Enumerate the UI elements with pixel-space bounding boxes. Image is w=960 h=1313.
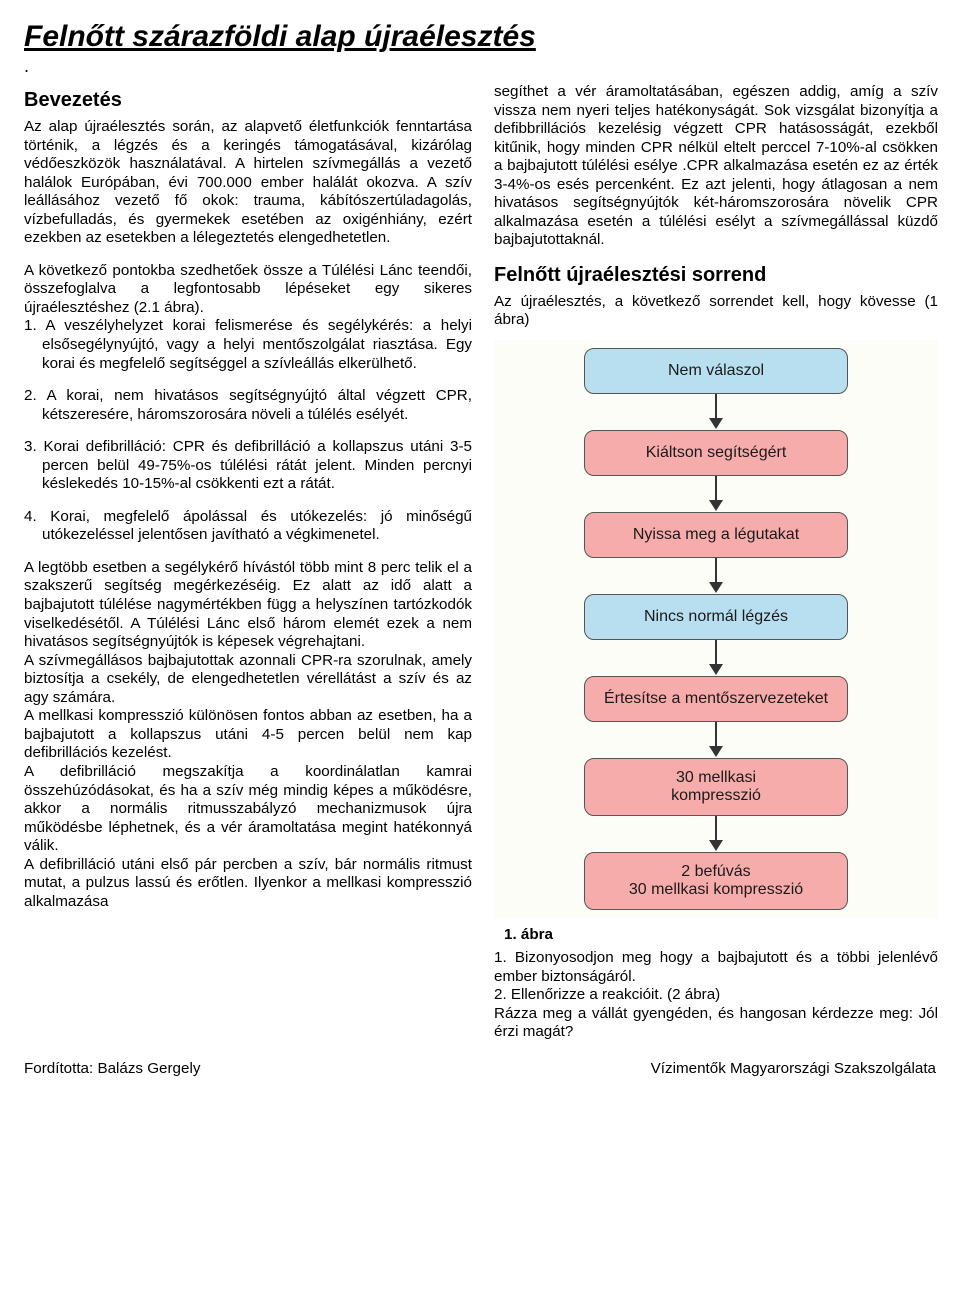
flow-node-n1: Nem válaszol	[584, 348, 848, 394]
left-column: Bevezetés Az alap újraélesztés során, az…	[24, 83, 472, 1042]
flow-arrow-icon	[709, 640, 723, 676]
flow-arrow-icon	[709, 722, 723, 758]
paragraph-6: A defibrilláció megszakítja a koordinála…	[24, 763, 472, 856]
right-paragraph-2: Az újraélesztés, a következő sorrendet k…	[494, 293, 938, 330]
list-item-2: 2. A korai, nem hivatásos segítségnyújtó…	[24, 387, 472, 424]
footer-left: Fordította: Balázs Gergely	[24, 1060, 200, 1077]
flow-node-n2: Kiáltson segítségért	[584, 430, 848, 476]
right-paragraph-4: 2. Ellenőrizze a reakcióit. (2 ábra)	[494, 986, 938, 1005]
flow-node-n4: Nincs normál légzés	[584, 594, 848, 640]
flow-node-n6: 30 mellkasi kompresszió	[584, 758, 848, 816]
two-column-layout: Bevezetés Az alap újraélesztés során, az…	[24, 83, 936, 1042]
stray-dot: .	[24, 56, 936, 77]
page-title: Felnőtt szárazföldi alap újraélesztés	[24, 20, 936, 54]
right-paragraph-1: segíthet a vér áramoltatásában, egészen …	[494, 83, 938, 250]
flowchart: Nem válaszol Kiáltson segítségért Nyissa m…	[494, 340, 938, 918]
flow-arrow-icon	[709, 394, 723, 430]
intro-paragraph-2: A következő pontokba szedhetőek össze a …	[24, 262, 472, 318]
intro-heading: Bevezetés	[24, 89, 472, 112]
flow-arrow-icon	[709, 558, 723, 594]
right-paragraph-3: 1. Bizonyosodjon meg hogy a bajbajutott …	[494, 949, 938, 986]
flow-node-n3: Nyissa meg a légutakat	[584, 512, 848, 558]
flow-arrow-icon	[709, 816, 723, 852]
right-heading: Felnőtt újraélesztési sorrend	[494, 264, 938, 287]
list-item-4: 4. Korai, megfelelő ápolással és utókeze…	[24, 508, 472, 545]
right-paragraph-5: Rázza meg a vállát gyengéden, és hangosa…	[494, 1005, 938, 1042]
footer-right: Vízimentők Magyarországi Szakszolgálata	[651, 1060, 936, 1077]
footer: Fordította: Balázs Gergely Vízimentők Ma…	[24, 1060, 936, 1077]
paragraph-4: A szívmegállásos bajbajutottak azonnali …	[24, 652, 472, 708]
right-column: segíthet a vér áramoltatásában, egészen …	[494, 83, 938, 1042]
paragraph-3: A legtöbb esetben a segélykérő hívástól …	[24, 559, 472, 652]
flow-node-n7: 2 befúvás 30 mellkasi kompresszió	[584, 852, 848, 910]
paragraph-7: A defibrilláció utáni első pár percben a…	[24, 856, 472, 912]
figure-caption: 1. ábra	[504, 926, 938, 943]
intro-paragraph-1: Az alap újraélesztés során, az alapvető …	[24, 118, 472, 248]
list-item-3: 3. Korai defibrilláció: CPR és defibrill…	[24, 438, 472, 494]
paragraph-5: A mellkasi kompresszió különösen fontos …	[24, 707, 472, 763]
flow-node-n5: Értesítse a mentőszervezeteket	[584, 676, 848, 722]
flow-arrow-icon	[709, 476, 723, 512]
list-item-1: 1. A veszélyhelyzet korai felismerése és…	[24, 317, 472, 373]
